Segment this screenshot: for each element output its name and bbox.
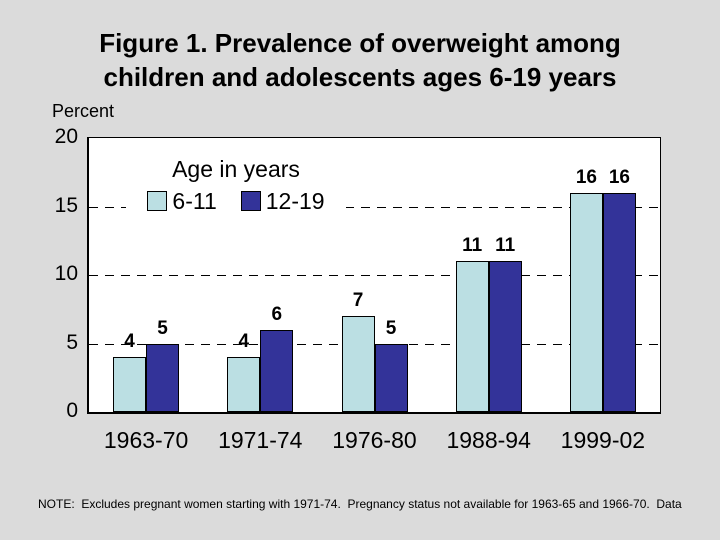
bar-value-6-11-1976-80: 7 [352, 290, 364, 312]
bar-12-19-1976-80 [374, 343, 408, 412]
y-tick-10: 10 [54, 262, 78, 285]
y-tick-5: 5 [66, 330, 78, 354]
legend-swatch-6-11 [147, 191, 168, 211]
bar-value-12-19-1999-02: 16 [608, 166, 630, 188]
bar-6-11-1999-02 [569, 192, 603, 412]
bar-value-12-19-1971-74: 6 [271, 303, 283, 325]
x-axis-label-1971-74: 1971-74 [218, 427, 303, 453]
bar-value-12-19-1988-94: 11 [495, 235, 516, 257]
gridline-15 [89, 206, 660, 208]
legend-label-6-11: 6-11 [172, 187, 217, 214]
bar-value-6-11-1971-74: 4 [238, 331, 250, 353]
bar-value-12-19-1963-70: 5 [157, 317, 168, 339]
y-tick-20: 20 [54, 125, 78, 148]
bar-6-11-1988-94 [455, 261, 489, 412]
x-axis-label-1988-94: 1988-94 [446, 427, 531, 453]
gridline-10 [89, 275, 660, 276]
bar-6-11-1976-80 [341, 316, 375, 412]
footnote-line1: NOTE: Excludes pregnant women starting w… [38, 497, 682, 511]
chart-title: Figure 1. Prevalence of overweight among… [0, 26, 720, 94]
bar-6-11-1963-70 [113, 357, 147, 412]
chart-legend: Age in years 6-11 12-19 [126, 156, 346, 214]
bar-value-6-11-1999-02: 16 [575, 166, 597, 188]
x-axis-label-1963-70: 1963-70 [103, 427, 189, 453]
bar-value-12-19-1976-80: 5 [385, 317, 397, 339]
legend-label-12-19: 12-19 [265, 187, 325, 214]
chart-title-line1: Figure 1. Prevalence of overweight among [99, 28, 621, 58]
bar-value-6-11-1963-70: 4 [124, 331, 135, 353]
y-tick-0: 0 [66, 399, 78, 422]
bar-12-19-1963-70 [146, 343, 180, 412]
bar-12-19-1971-74 [260, 329, 294, 412]
bar-12-19-1988-94 [488, 261, 522, 412]
bar-6-11-1971-74 [227, 357, 261, 412]
legend-title: Age in years [172, 156, 300, 182]
legend-row: 6-11 12-19 [130, 188, 342, 214]
y-tick-15: 15 [54, 193, 78, 217]
x-axis-label-1976-80: 1976-80 [332, 427, 417, 453]
bar-12-19-1999-02 [602, 192, 636, 412]
x-axis-label-1999-02: 1999-02 [560, 427, 646, 453]
y-axis-unit-label: Percent [52, 101, 115, 121]
legend-swatch-12-19 [240, 191, 261, 211]
footnote: NOTE: Excludes pregnant women starting w… [38, 466, 703, 540]
bar-value-6-11-1988-94: 11 [462, 235, 483, 257]
chart-title-line2: children and adolescents ages 6-19 years [103, 62, 617, 92]
